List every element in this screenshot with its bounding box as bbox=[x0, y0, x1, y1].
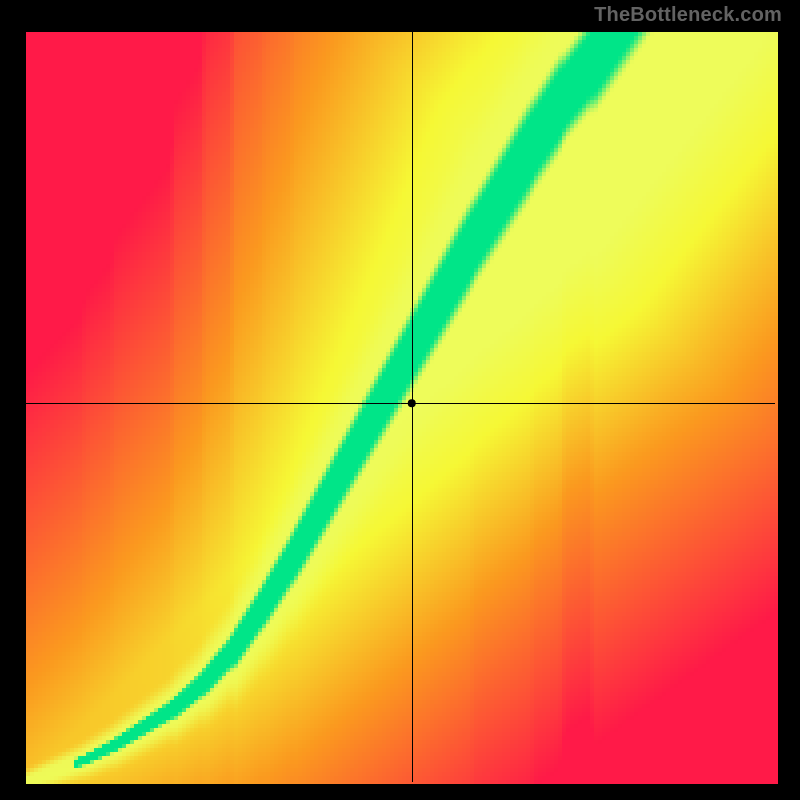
chart-wrapper: { "watermark": { "text": "TheBottleneck.… bbox=[0, 0, 800, 800]
bottleneck-heatmap bbox=[0, 0, 800, 800]
watermark-text: TheBottleneck.com bbox=[594, 4, 782, 27]
